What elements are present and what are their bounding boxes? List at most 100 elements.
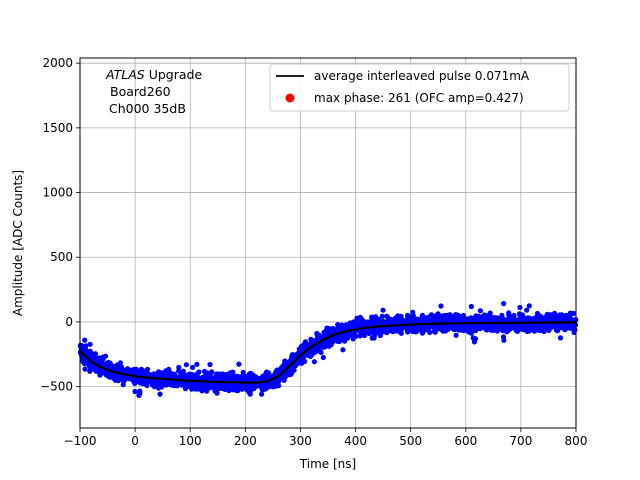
scatter-point (242, 374, 248, 380)
scatter-point (384, 313, 390, 319)
scatter-point (80, 347, 86, 353)
scatter-point (86, 363, 92, 369)
scatter-point (194, 361, 200, 367)
scatter-point (357, 314, 363, 320)
scatter-point (500, 334, 507, 340)
x-tick-label: 300 (289, 434, 312, 448)
scatter-point (473, 328, 479, 334)
x-tick-label: −100 (64, 434, 97, 448)
scatter-point (559, 312, 565, 318)
scatter-point (194, 371, 200, 377)
scatter-point (157, 391, 163, 397)
annotation-line3: Ch000 35dB (109, 101, 186, 116)
scatter-point (335, 322, 341, 328)
x-ticks: −100 0 100 200 300 400 500 600 700 800 (64, 428, 587, 448)
scatter-point (188, 374, 194, 380)
scatter-point (339, 335, 345, 341)
scatter-point (250, 372, 256, 378)
scatter-point (536, 314, 542, 320)
scatter-point (542, 326, 549, 333)
scatter-point (144, 366, 151, 372)
x-tick-label: 700 (509, 434, 532, 448)
scatter-point (521, 326, 527, 332)
x-tick-label: 100 (179, 434, 202, 448)
scatter-point (341, 323, 347, 329)
scatter-point (144, 382, 150, 389)
x-tick-label: 400 (344, 434, 367, 448)
scatter-point (387, 317, 393, 323)
scatter-point (371, 332, 377, 339)
scatter-point (526, 323, 532, 329)
scatter-point (87, 341, 93, 347)
scatter-point (116, 376, 122, 382)
scatter-point (216, 371, 222, 377)
scatter-point (266, 383, 272, 389)
scatter-point (82, 366, 88, 372)
scatter-point (421, 328, 427, 334)
average-pulse-line (79, 321, 577, 384)
scatter-point (526, 316, 532, 322)
scatter-point (92, 351, 99, 357)
scatter-point (499, 317, 505, 323)
scatter-point (375, 330, 381, 336)
scatter-point (138, 366, 145, 372)
scatter-point (380, 328, 387, 335)
scatter-point (361, 318, 367, 324)
legend: average interleaved pulse 0.071mA max ph… (269, 63, 570, 112)
scatter-point (453, 332, 459, 338)
scatter-point (327, 340, 333, 346)
scatter-point (421, 318, 427, 324)
scatter-point (334, 325, 340, 332)
scatter-point (300, 343, 306, 349)
scatter-point (318, 349, 324, 355)
scatter-point (261, 383, 268, 389)
scatter-point (112, 375, 118, 381)
y-tick-label: 2000 (42, 56, 73, 70)
scatter-points (77, 301, 579, 398)
scatter-point (204, 381, 210, 387)
scatter-point (391, 327, 397, 333)
scatter-point (433, 313, 439, 319)
scatter-point (351, 319, 357, 325)
scatter-point (180, 373, 186, 379)
scatter-point (476, 323, 482, 329)
average-pulse-line-group (79, 321, 577, 384)
scatter-point (180, 368, 186, 374)
scatter-point (322, 343, 328, 350)
scatter-point (406, 324, 412, 330)
scatter-point (458, 327, 464, 333)
scatter-point (214, 390, 220, 396)
scatter-point (483, 323, 489, 329)
scatter-point (431, 328, 437, 334)
scatter-point (498, 322, 504, 329)
scatter-point (488, 327, 494, 333)
scatter-point (524, 307, 530, 313)
scatter-point (379, 313, 385, 319)
scatter-point (526, 303, 532, 309)
scatter-point (183, 362, 189, 368)
scatter-point (517, 304, 523, 311)
scatter-point (490, 315, 496, 321)
x-tick-label: 500 (399, 434, 422, 448)
scatter-point (519, 312, 526, 318)
y-tick-label: 1500 (42, 121, 73, 135)
scatter-point (427, 329, 433, 335)
scatter-point (308, 336, 314, 342)
scatter-point (427, 318, 433, 324)
scatter-point (217, 376, 223, 382)
scatter-point (107, 360, 113, 366)
scatter-point (395, 313, 401, 319)
scatter-point (226, 387, 232, 394)
scatter-point (171, 374, 178, 380)
y-tick-label: 500 (50, 250, 73, 264)
scatter-point (501, 301, 507, 307)
scatter-point (218, 383, 224, 389)
scatter-point (557, 335, 564, 341)
scatter-point (369, 314, 375, 320)
x-tick-label: 0 (131, 434, 139, 448)
scatter-point (190, 364, 196, 370)
x-axis-label: Time [ns] (299, 457, 356, 471)
scatter-point (188, 383, 194, 389)
plot-frame (79, 57, 577, 429)
scatter-point (382, 320, 388, 326)
